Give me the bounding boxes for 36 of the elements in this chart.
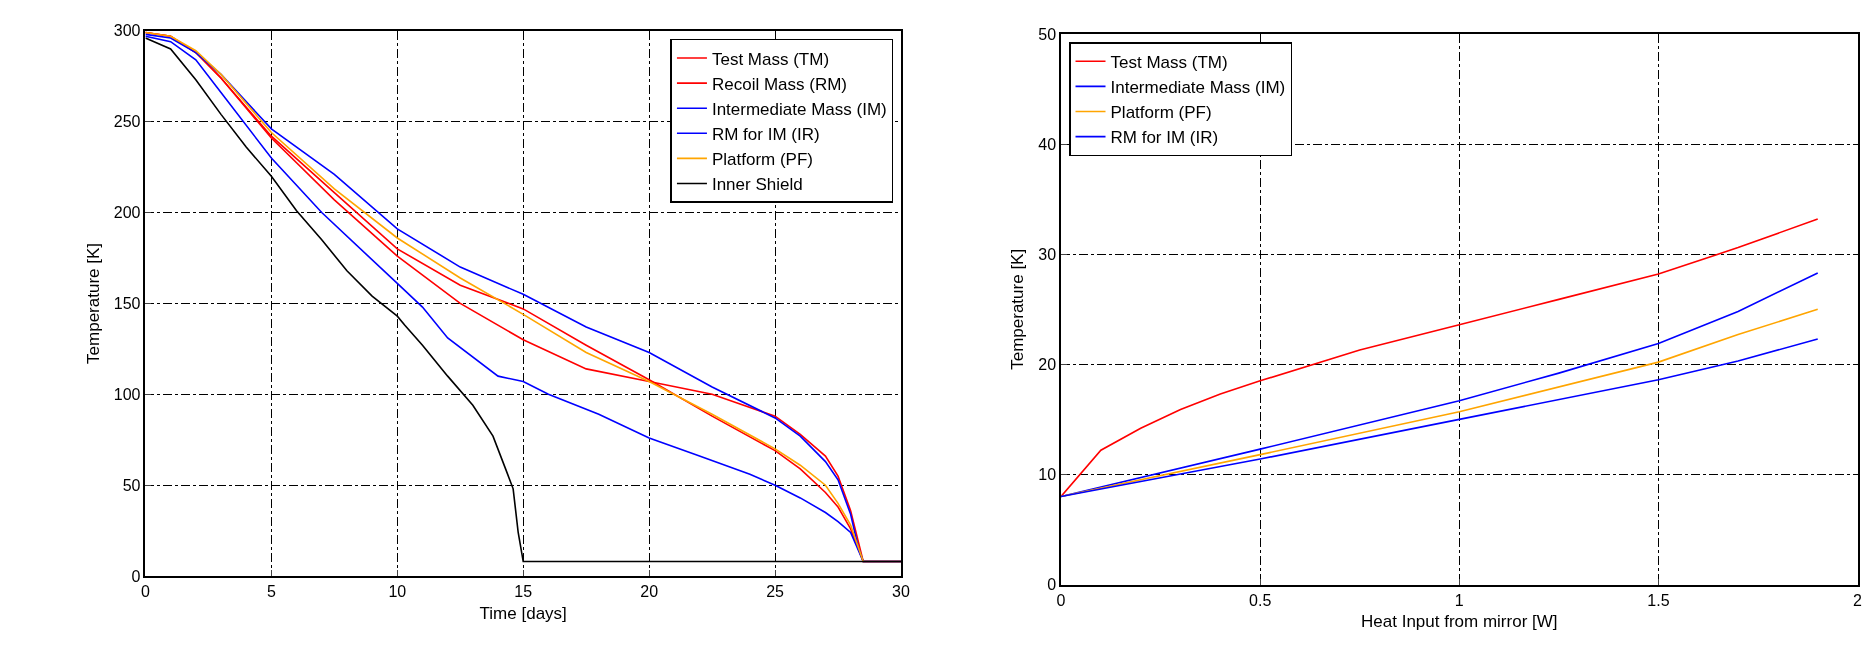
legend-label: Test Mass (TM) — [711, 49, 830, 69]
legend-label: Intermediate Mass (IM) — [711, 99, 887, 119]
legend-label: RM for IM (IR) — [711, 124, 820, 144]
x-tick-label: 20 — [640, 583, 659, 601]
y-tick-label: 50 — [122, 476, 141, 494]
legend-label: Platform (PF) — [1110, 103, 1212, 123]
x-tick-label: 1 — [1454, 591, 1464, 609]
x-tick-label: 25 — [766, 583, 785, 601]
legend-label: Platform (PF) — [711, 150, 814, 170]
legend-label: Test Mass (TM) — [1110, 52, 1228, 72]
y-tick-label: 100 — [113, 385, 141, 403]
x-tick-label: 2 — [1853, 591, 1863, 609]
legend-label: Inner Shield — [711, 175, 803, 195]
y-tick-label: 50 — [1038, 25, 1057, 43]
legend-label: RM for IM (IR) — [1110, 128, 1219, 148]
legend-label: Recoil Mass (RM) — [711, 74, 848, 94]
y-tick-label: 250 — [113, 113, 141, 131]
y-tick-label: 10 — [1038, 466, 1057, 484]
x-tick-label: 1.5 — [1647, 591, 1670, 609]
y-axis-title: Temperature [K] — [1008, 248, 1028, 370]
x-tick-label: 5 — [266, 583, 276, 601]
y-tick-label: 40 — [1038, 135, 1057, 153]
x-tick-label: 0.5 — [1249, 591, 1272, 609]
legend-label: Intermediate Mass (IM) — [1110, 78, 1286, 98]
x-tick-label: 30 — [892, 583, 911, 601]
y-axis-title: Temperature [K] — [83, 242, 103, 364]
y-tick-label: 300 — [113, 22, 141, 40]
y-tick-label: 30 — [1038, 245, 1057, 263]
x-tick-label: 15 — [514, 583, 533, 601]
y-tick-label: 0 — [131, 567, 141, 585]
x-axis-title: Time [days] — [479, 603, 567, 623]
y-tick-label: 200 — [113, 204, 141, 222]
y-tick-label: 150 — [113, 295, 141, 313]
x-tick-label: 10 — [388, 583, 407, 601]
x-axis-title: Heat Input from mirror [W] — [1361, 612, 1558, 632]
y-tick-label: 20 — [1038, 355, 1057, 373]
